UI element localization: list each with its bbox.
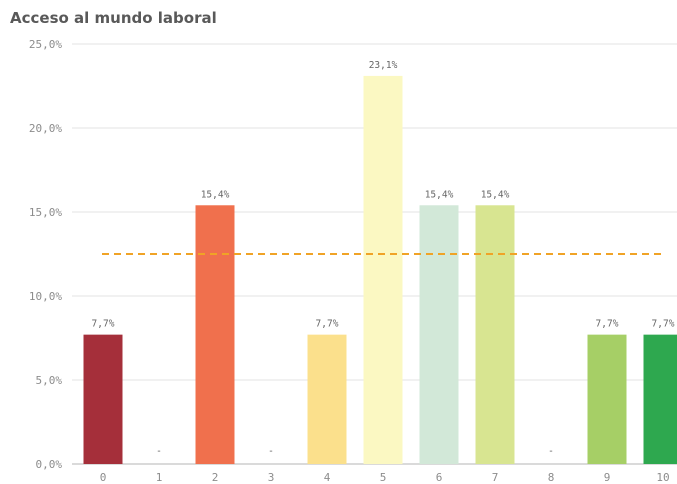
bar xyxy=(587,334,627,464)
data-label: - xyxy=(548,446,554,457)
x-tick-label: 7 xyxy=(492,471,499,484)
data-label: 15,4% xyxy=(425,189,454,200)
x-tick-label: 1 xyxy=(156,471,163,484)
bar xyxy=(419,205,459,464)
data-label: 7,7% xyxy=(596,319,619,330)
data-label: 23,1% xyxy=(369,60,398,71)
y-tick-label: 0,0% xyxy=(36,458,63,471)
x-tick-label: 5 xyxy=(380,471,387,484)
y-tick-label: 10,0% xyxy=(29,290,62,303)
x-tick-label: 6 xyxy=(436,471,443,484)
data-label: 7,7% xyxy=(652,319,675,330)
y-tick-label: 15,0% xyxy=(29,206,62,219)
data-label: 15,4% xyxy=(201,189,230,200)
data-label: - xyxy=(268,446,274,457)
data-label: 15,4% xyxy=(481,189,510,200)
bar xyxy=(363,75,403,465)
data-label: - xyxy=(156,446,162,457)
x-tick-label: 9 xyxy=(604,471,611,484)
x-tick-label: 3 xyxy=(268,471,275,484)
data-label: 7,7% xyxy=(316,319,339,330)
x-tick-label: 8 xyxy=(548,471,555,484)
bar xyxy=(83,334,123,464)
y-axis: 0,0% 5,0% 10,0% 15,0% 20,0% 25,0% xyxy=(29,38,62,471)
x-tick-label: 10 xyxy=(656,471,669,484)
bar xyxy=(195,205,235,464)
x-tick-label: 2 xyxy=(212,471,219,484)
bar xyxy=(475,205,515,464)
bar xyxy=(307,334,347,464)
data-label: 7,7% xyxy=(92,319,115,330)
bar xyxy=(643,334,677,464)
bars xyxy=(83,75,677,465)
y-tick-label: 5,0% xyxy=(36,374,63,387)
y-tick-label: 25,0% xyxy=(29,38,62,51)
y-tick-label: 20,0% xyxy=(29,122,62,135)
x-tick-label: 4 xyxy=(324,471,331,484)
chart-title: Acceso al mundo laboral xyxy=(10,9,217,27)
data-labels: 7,7% - 15,4% - 7,7% 23,1% 15,4% 15,4% - 7,7% 7,7% xyxy=(92,60,675,457)
x-tick-label: 0 xyxy=(100,471,107,484)
x-axis: 0 1 2 3 4 5 6 7 8 9 10 xyxy=(100,471,670,484)
